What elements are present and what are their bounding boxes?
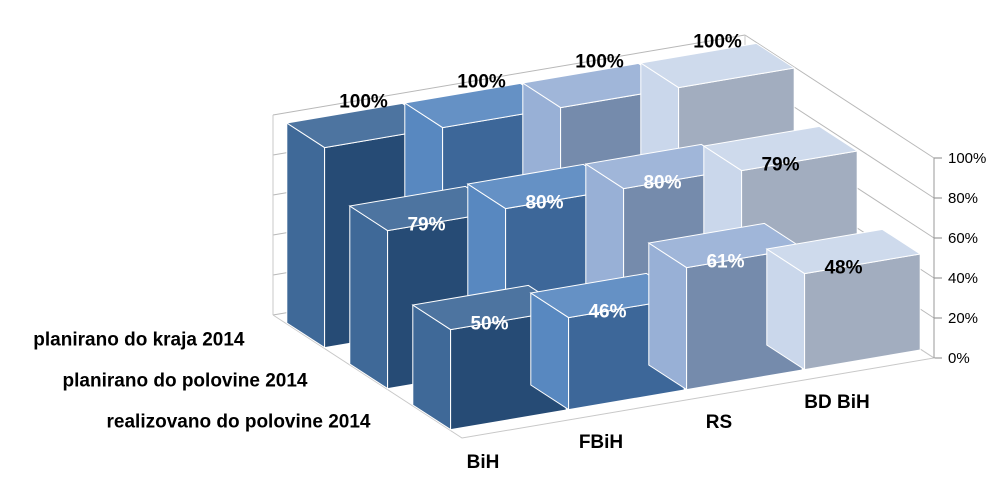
- category-label: FBiH: [579, 432, 623, 453]
- gridline: [744, 34, 935, 159]
- y-tick-label: 80%: [948, 190, 978, 207]
- y-tick-label: 0%: [948, 350, 970, 367]
- chart-bars: [285, 42, 922, 431]
- bar: [765, 228, 922, 371]
- data-label: 50%: [470, 314, 508, 335]
- chart-labels: 0% 20% 40% 60% 80% 100% 100% 100% 100% 100% 79% 80%…: [33, 32, 986, 474]
- series-label: planirano do kraja 2014: [33, 330, 245, 351]
- y-tick-label: 100%: [948, 150, 986, 167]
- bar-top: [765, 228, 922, 275]
- data-label: 100%: [339, 92, 388, 113]
- category-label: BD BiH: [804, 392, 869, 413]
- data-label: 61%: [706, 252, 744, 273]
- data-label: 79%: [407, 215, 445, 236]
- data-label: 100%: [693, 32, 742, 53]
- data-label: 48%: [824, 258, 862, 279]
- data-label: 80%: [643, 173, 681, 194]
- data-label: 80%: [525, 193, 563, 214]
- bar-top: [348, 185, 505, 232]
- y-tick-label: 40%: [948, 270, 978, 287]
- bar-top: [403, 82, 560, 129]
- category-label: BiH: [467, 452, 500, 473]
- bar-side: [648, 242, 688, 391]
- data-label: 100%: [457, 72, 506, 93]
- y-tick-label: 20%: [948, 310, 978, 327]
- gridline: [272, 34, 746, 116]
- series-label: planirano do polovine 2014: [63, 371, 308, 392]
- bar-top: [411, 284, 568, 331]
- y-tick-label: 60%: [948, 230, 978, 247]
- bar-top: [584, 143, 741, 190]
- data-label: 46%: [588, 302, 626, 323]
- bar-side: [286, 122, 326, 349]
- bar-top: [466, 163, 623, 210]
- data-label: 79%: [761, 155, 799, 176]
- bar-side: [349, 205, 389, 390]
- bar-top: [529, 272, 686, 319]
- bar-top: [639, 42, 796, 89]
- bar-top: [285, 102, 442, 149]
- category-label: RS: [706, 412, 732, 433]
- bar-top: [647, 222, 804, 269]
- data-label: 100%: [575, 52, 624, 73]
- bar-top: [521, 62, 678, 109]
- bar-top: [702, 125, 859, 172]
- series-label: realizovano do polovine 2014: [107, 412, 371, 433]
